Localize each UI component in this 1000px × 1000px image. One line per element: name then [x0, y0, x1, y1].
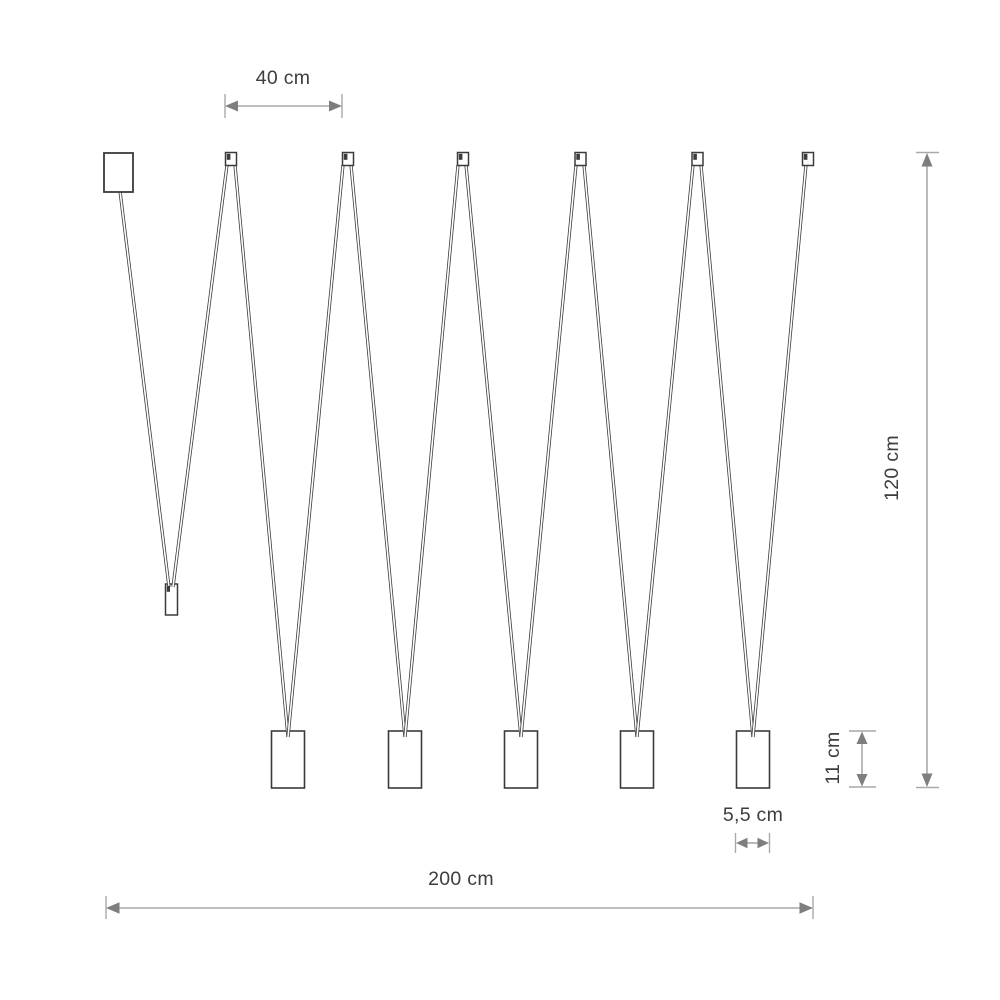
- cable-mount5-shade5: [699, 164, 755, 738]
- cable-connector-mount1: [171, 164, 229, 588]
- cable-shade3-mount4: [519, 164, 578, 738]
- arrowhead-right-icon: [799, 902, 813, 914]
- arrowhead-down-icon: [921, 773, 933, 787]
- ceiling-mount-5: [691, 151, 704, 167]
- mount-clip-mark: [343, 153, 348, 160]
- cable-mount1-shade1: [233, 164, 290, 738]
- lamp-shade-2: [387, 730, 423, 789]
- ceiling-mount-2: [341, 151, 355, 167]
- dimension-11cm: 11 cm: [822, 730, 876, 788]
- canopy-and-mounts: [103, 151, 815, 592]
- cable-mount3-shade3: [464, 164, 523, 738]
- arrowhead-right-icon: [757, 837, 769, 849]
- dimension-120cm-label: 120 cm: [881, 435, 903, 501]
- lamp-shade-3: [503, 730, 539, 789]
- cables: [118, 164, 808, 738]
- cable-shade4-mount5: [635, 164, 695, 738]
- arrowhead-left-icon: [736, 837, 748, 849]
- arrowhead-up-icon: [921, 153, 933, 167]
- cable-shade5-mount6: [751, 164, 808, 738]
- dimension-5-5cm: 5,5 cm: [723, 804, 783, 853]
- arrowhead-down-icon: [856, 774, 868, 787]
- dimension-40cm-label: 40 cm: [256, 67, 311, 89]
- canopy-box: [103, 152, 134, 193]
- lamp-shades: [164, 583, 771, 789]
- lamp-shade-5: [735, 730, 771, 789]
- cable-mount2-shade2: [349, 164, 407, 738]
- arrowhead-right-icon: [329, 100, 342, 112]
- arrowhead-left-icon: [225, 100, 238, 112]
- dimension-40cm: 40 cm: [224, 67, 343, 118]
- mount-clip-mark: [803, 153, 808, 160]
- mount-clip-mark: [576, 153, 580, 160]
- lamp-shade-4: [619, 730, 655, 789]
- ceiling-mount-1: [224, 151, 238, 167]
- connector-clip-mark: [166, 585, 170, 592]
- dimension-200cm-label: 200 cm: [428, 868, 494, 890]
- arrowhead-left-icon: [106, 902, 120, 914]
- cable-canopy-connector: [118, 190, 171, 588]
- lamp-shade-1: [270, 730, 306, 789]
- cable-mount4-shade4: [582, 164, 639, 738]
- dimension-120cm: 120 cm: [881, 151, 939, 789]
- mount-clip-mark: [458, 153, 463, 160]
- cable-shade1-mount2: [286, 164, 345, 738]
- ceiling-mount-6: [801, 151, 815, 167]
- arrowhead-up-icon: [856, 731, 868, 744]
- cable-shade2-mount3: [403, 164, 460, 738]
- dimension-200cm: 200 cm: [105, 868, 814, 919]
- mount-clip-mark: [693, 153, 697, 160]
- dimension-11cm-label: 11 cm: [822, 731, 844, 784]
- ceiling-mount-4: [574, 151, 587, 167]
- ceiling-mount-3: [456, 151, 470, 167]
- mount-clip-mark: [226, 153, 231, 160]
- dimension-5-5cm-label: 5,5 cm: [723, 804, 783, 826]
